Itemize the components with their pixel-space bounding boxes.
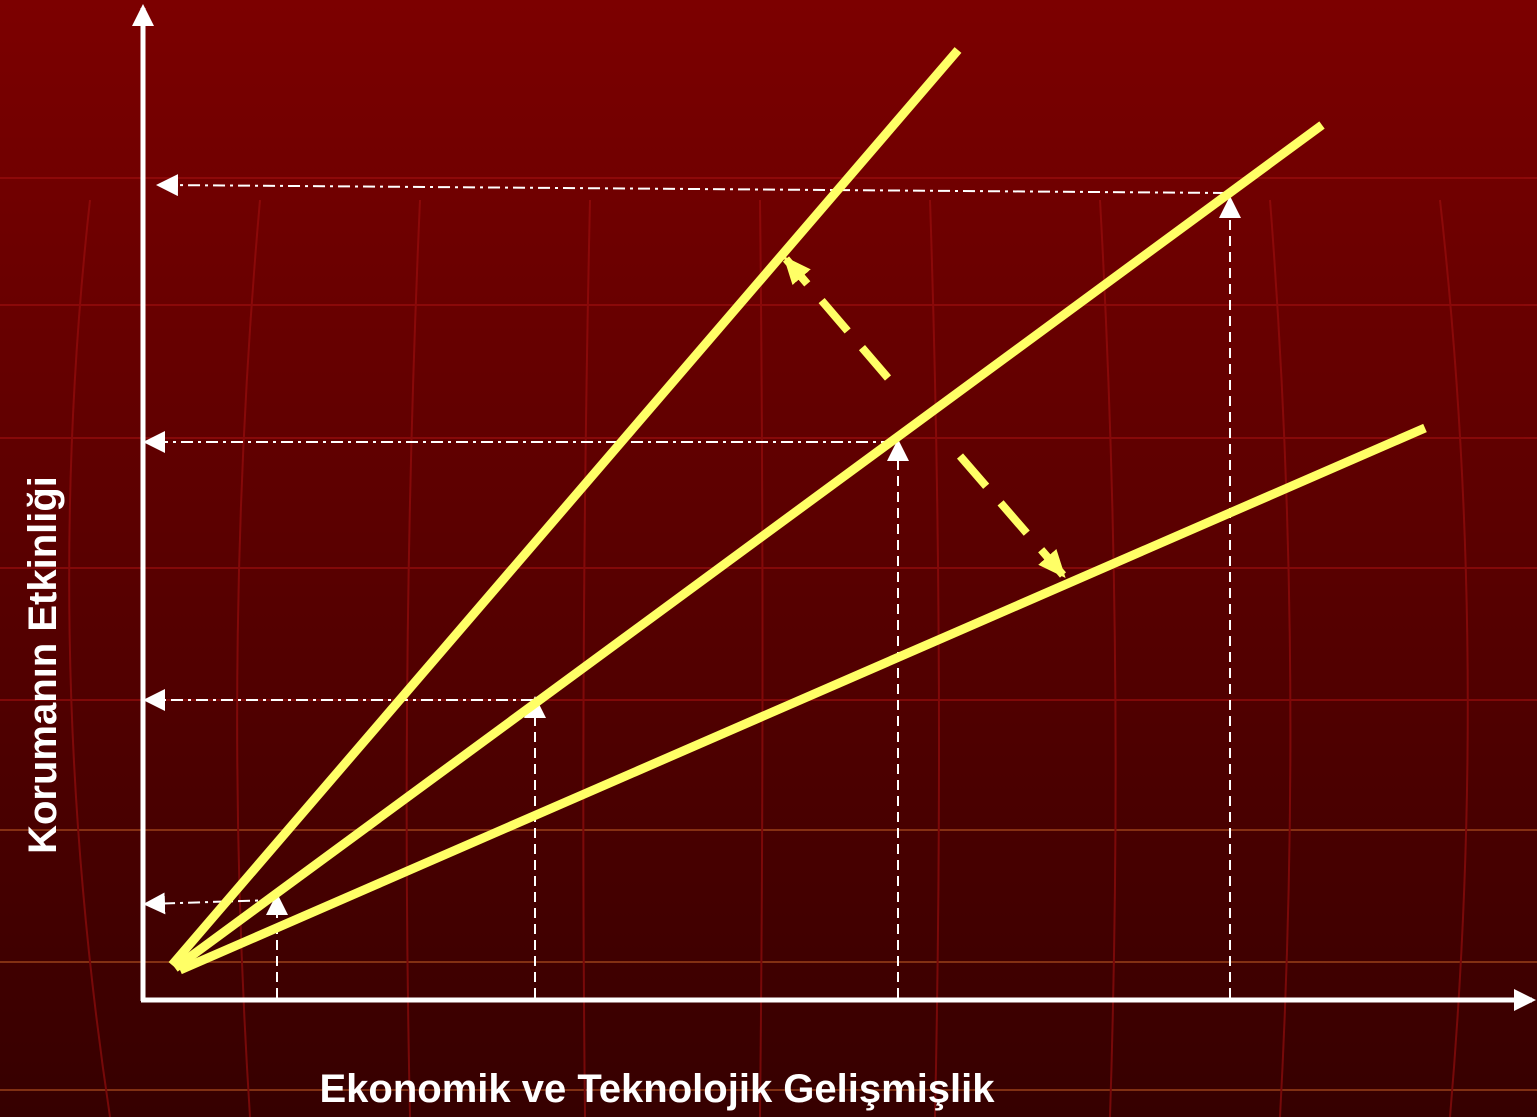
y-axis-label: Korumanın Etkinliği [21,476,65,854]
x-axis-label: Ekonomik ve Teknolojik Gelişmişlik [319,1067,995,1111]
shift-arrow [782,255,1067,579]
projection-lines [143,174,1226,915]
background-grid [0,177,1537,1117]
vertical-projection-lines [266,196,1241,998]
axes [132,4,1536,1011]
trend-lines [168,47,1427,975]
